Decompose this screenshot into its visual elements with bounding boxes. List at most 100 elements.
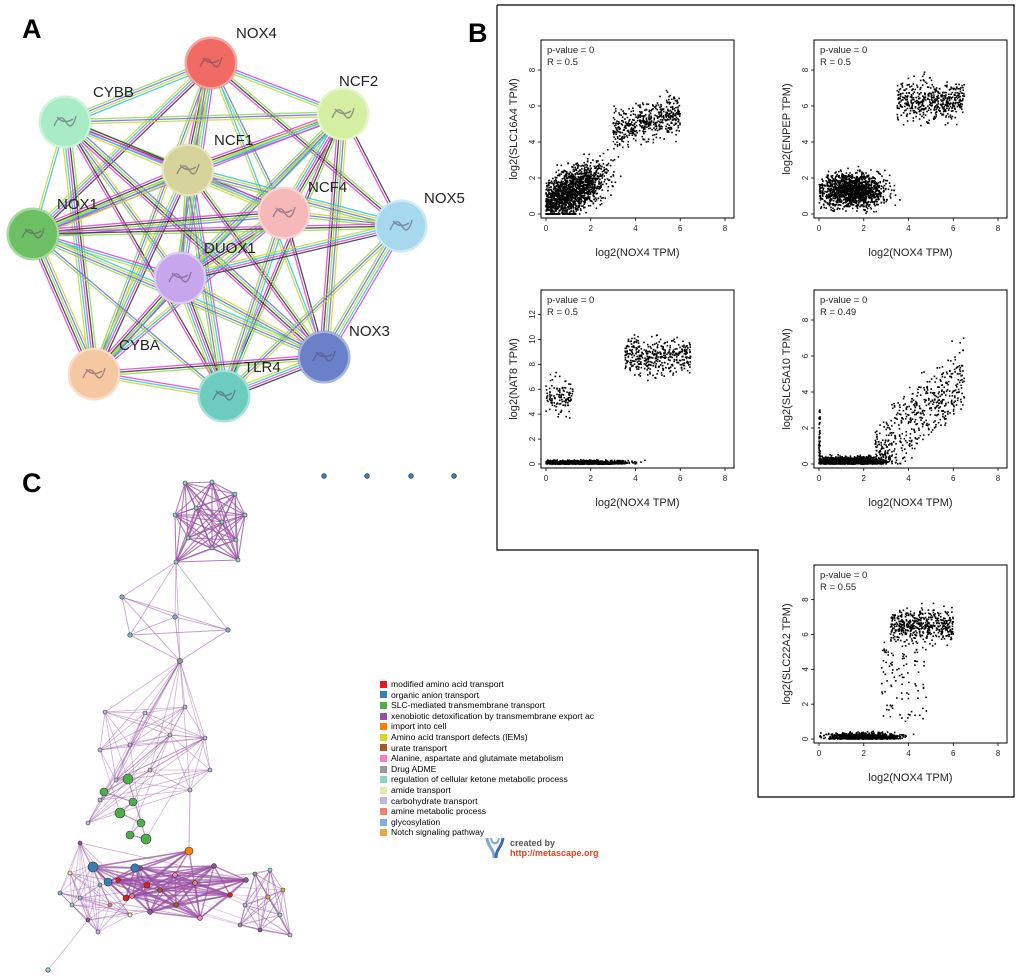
data-point xyxy=(840,189,842,192)
data-point xyxy=(861,188,863,191)
data-point xyxy=(571,194,573,196)
data-point xyxy=(855,191,857,193)
data-point xyxy=(578,201,581,204)
protein-node-ncf4[interactable]: NCF4 xyxy=(257,179,347,240)
data-point xyxy=(853,200,856,202)
network-edge xyxy=(90,168,186,373)
data-point xyxy=(591,187,594,190)
data-point xyxy=(849,172,851,174)
data-point xyxy=(613,147,615,150)
data-point xyxy=(674,122,677,125)
data-point xyxy=(587,196,589,198)
data-point xyxy=(951,115,954,118)
data-point xyxy=(929,76,932,79)
data-point xyxy=(579,190,582,193)
data-point xyxy=(667,98,670,101)
data-point xyxy=(841,188,844,191)
data-point xyxy=(950,86,952,89)
data-point xyxy=(856,178,858,181)
data-point xyxy=(868,197,871,200)
data-point xyxy=(933,96,935,99)
data-point xyxy=(873,177,875,179)
data-point xyxy=(580,209,582,212)
data-point xyxy=(643,115,646,117)
data-point xyxy=(940,95,942,98)
data-point xyxy=(668,95,670,98)
data-point xyxy=(824,200,826,203)
data-point xyxy=(568,179,571,182)
data-point xyxy=(846,205,848,208)
data-point xyxy=(848,196,851,199)
protein-node-ncf2[interactable]: NCF2 xyxy=(316,73,378,141)
data-point xyxy=(577,178,579,181)
data-point xyxy=(572,190,574,193)
data-point xyxy=(545,188,547,191)
data-point xyxy=(830,179,833,182)
data-point xyxy=(673,107,676,110)
data-point xyxy=(846,188,849,190)
protein-node-nox1[interactable]: NOX1 xyxy=(6,196,98,261)
data-point xyxy=(565,170,568,173)
data-point xyxy=(655,136,658,139)
data-point xyxy=(855,186,857,189)
data-point xyxy=(561,178,564,180)
data-point xyxy=(574,203,577,205)
protein-node-duox1[interactable]: DUOX1 xyxy=(153,240,256,305)
y-tick-label: 6 xyxy=(528,103,537,108)
data-point xyxy=(931,104,934,106)
data-point xyxy=(896,84,899,87)
data-point xyxy=(945,99,948,102)
protein-node-tlr4[interactable]: TLR4 xyxy=(197,359,281,423)
data-point xyxy=(645,117,648,119)
protein-node-ncf1[interactable]: NCF1 xyxy=(161,132,253,197)
data-point xyxy=(566,211,568,213)
data-point xyxy=(598,163,601,166)
data-point xyxy=(833,193,835,196)
data-point xyxy=(581,180,583,183)
data-point xyxy=(585,187,588,190)
data-point xyxy=(615,131,618,134)
data-point xyxy=(954,116,956,119)
data-point xyxy=(556,200,558,202)
data-point xyxy=(576,207,578,210)
data-point xyxy=(867,190,869,192)
data-point xyxy=(677,120,679,123)
data-point xyxy=(628,132,631,135)
data-point xyxy=(935,115,937,118)
data-point xyxy=(642,121,645,124)
protein-node-nox3[interactable]: NOX3 xyxy=(297,323,390,384)
data-point xyxy=(909,109,912,112)
data-point xyxy=(581,190,584,192)
data-point xyxy=(847,194,850,196)
x-axis-label: log2(NOX4 TPM) xyxy=(868,247,952,259)
data-point xyxy=(574,212,576,215)
data-point xyxy=(581,196,584,199)
data-point xyxy=(548,463,551,465)
protein-node-nox4[interactable]: NOX4 xyxy=(184,25,277,90)
data-point xyxy=(620,108,623,111)
data-point xyxy=(860,186,862,188)
data-point xyxy=(579,188,582,190)
data-point xyxy=(588,198,591,201)
data-point xyxy=(910,102,913,104)
data-point xyxy=(825,207,827,209)
protein-node-cyba[interactable]: CYBA xyxy=(67,337,160,401)
data-point xyxy=(918,118,921,120)
data-point xyxy=(959,90,962,93)
data-point xyxy=(948,103,950,105)
data-point xyxy=(569,195,571,197)
data-point xyxy=(575,189,578,192)
data-point xyxy=(640,126,643,129)
scatter-points xyxy=(545,334,692,465)
protein-node-nox5[interactable]: NOX5 xyxy=(374,190,465,253)
data-point xyxy=(921,95,924,98)
protein-node-cybb[interactable]: CYBB xyxy=(38,84,134,149)
data-point xyxy=(635,130,638,132)
data-point xyxy=(865,187,868,190)
data-point xyxy=(564,180,567,182)
data-point xyxy=(579,172,582,175)
data-point xyxy=(829,191,832,193)
data-point xyxy=(656,117,659,120)
data-point xyxy=(667,108,669,111)
data-point xyxy=(912,83,915,85)
